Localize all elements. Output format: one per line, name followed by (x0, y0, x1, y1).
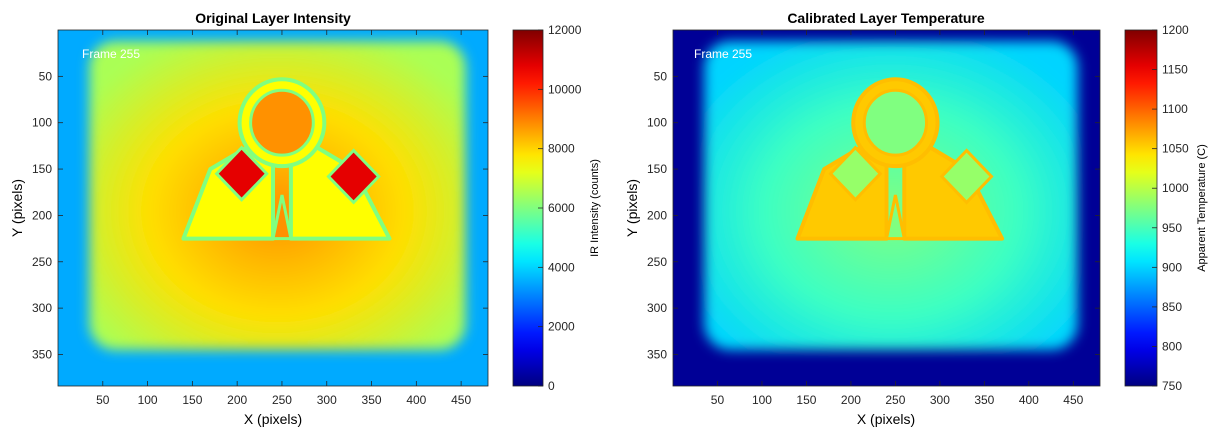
x-axis: 50 100 150 200 250 300 350 400 450 (711, 30, 1084, 407)
colorbar-tick-label: 8000 (548, 142, 575, 156)
colorbar-tick-label: 800 (1162, 339, 1182, 353)
colorbar-tick-label: 750 (1162, 379, 1182, 393)
part-notch (884, 194, 907, 241)
y-tick-label: 100 (647, 116, 667, 130)
colorbar-tick-label: 0 (548, 379, 555, 393)
x-tick-label: 450 (1063, 393, 1083, 407)
colorbar: 750 800 850 900 950 1000 1050 1100 1150 1200 (1124, 23, 1189, 393)
x-tick-label: 450 (451, 393, 471, 407)
x-tick-label: 50 (711, 393, 725, 407)
x-tick-label: 350 (974, 393, 994, 407)
colorbar-tick-label: 2000 (548, 320, 575, 334)
build-plate (704, 41, 1078, 350)
x-tick-label: 200 (841, 393, 861, 407)
colorbar: 0 2000 4000 6000 8000 10000 12000 (512, 23, 582, 393)
y-axis-label: Y (pixels) (624, 179, 640, 237)
heatmap-image (673, 30, 1100, 386)
y-tick-label: 300 (32, 301, 52, 315)
y-tick-label: 250 (647, 255, 667, 269)
y-tick-label: 150 (32, 162, 52, 176)
x-tick-label: 400 (406, 393, 426, 407)
colorbar-tick-label: 1000 (1162, 181, 1189, 195)
colorbar-tick-label: 950 (1162, 221, 1182, 235)
y-tick-label: 200 (32, 208, 52, 222)
colorbar-scale (1124, 29, 1158, 387)
x-tick-label: 250 (885, 393, 905, 407)
frame-label: Frame 255 (694, 47, 752, 61)
colorbar-tick-label: 4000 (548, 260, 575, 274)
x-tick-label: 200 (227, 393, 247, 407)
colorbar-tick-label: 10000 (548, 82, 582, 96)
x-tick-label: 150 (796, 393, 816, 407)
y-tick-label: 350 (647, 347, 667, 361)
colorbar-label: IR Intensity (counts) (589, 159, 601, 257)
panel-title: Calibrated Layer Temperature (787, 10, 985, 26)
x-tick-label: 300 (930, 393, 950, 407)
x-tick-label: 100 (138, 393, 158, 407)
y-tick-label: 350 (32, 347, 52, 361)
y-axis-label: Y (pixels) (9, 179, 25, 237)
frame-label: Frame 255 (82, 47, 140, 61)
y-axis: 50 100 150 200 250 300 350 (647, 69, 1100, 361)
printed-part (795, 77, 1005, 241)
build-plate (89, 41, 466, 350)
printed-part (181, 77, 392, 241)
colorbar-tick-label: 1200 (1162, 23, 1189, 37)
x-tick-label: 100 (752, 393, 772, 407)
x-tick-label: 250 (272, 393, 292, 407)
colorbar-label: Apparent Temperature (C) (1196, 144, 1208, 272)
x-tick-label: 50 (96, 393, 110, 407)
part-ring-hole (862, 88, 929, 157)
x-axis-label: X (pixels) (244, 411, 302, 427)
y-tick-label: 200 (647, 208, 667, 222)
heatmap-image (58, 30, 488, 386)
panel-title: Original Layer Intensity (195, 10, 351, 26)
y-tick-label: 100 (32, 116, 52, 130)
y-axis: 50 100 150 200 250 300 350 (32, 69, 488, 361)
x-axis-label: X (pixels) (857, 411, 915, 427)
part-ring-hole (249, 88, 315, 157)
x-tick-label: 350 (362, 393, 382, 407)
part-square-feature (939, 148, 994, 205)
part-square-feature (828, 145, 883, 202)
colorbar-tick-label: 1150 (1162, 63, 1188, 77)
colorbar-tick-label: 1100 (1162, 102, 1188, 116)
x-tick-label: 300 (317, 393, 337, 407)
colorbar-tick-label: 12000 (548, 23, 582, 37)
x-axis: 50 100 150 200 250 300 350 400 450 (96, 30, 471, 407)
plot-frame (57, 29, 489, 387)
part-square-feature (326, 148, 381, 205)
colorbar-tick-label: 900 (1162, 260, 1182, 274)
y-tick-label: 50 (654, 69, 668, 83)
plot-frame (672, 29, 1101, 387)
temperature-panel: Calibrated Layer Temperature Frame 255 5… (624, 10, 1208, 427)
colorbar-tick-label: 850 (1162, 300, 1182, 314)
y-tick-label: 150 (647, 162, 667, 176)
x-tick-label: 150 (182, 393, 202, 407)
part-square-feature (214, 145, 269, 202)
colorbar-tick-label: 6000 (548, 201, 575, 215)
part-notch (271, 194, 293, 241)
y-tick-label: 50 (39, 69, 53, 83)
intensity-panel: Original Layer Intensity Frame 255 50 100… (9, 10, 601, 427)
y-tick-label: 250 (32, 255, 52, 269)
colorbar-tick-label: 1050 (1162, 142, 1189, 156)
y-tick-label: 300 (647, 301, 667, 315)
x-tick-label: 400 (1019, 393, 1039, 407)
